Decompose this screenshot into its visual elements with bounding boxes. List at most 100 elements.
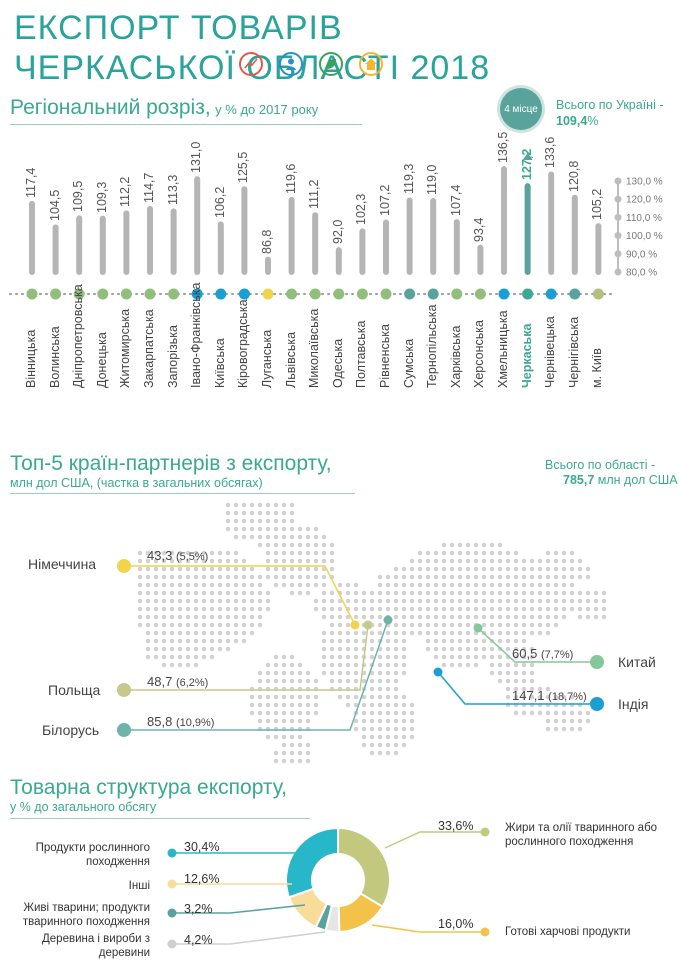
- value-india-amount: 147,1: [512, 688, 545, 703]
- region-label: Одеська: [330, 338, 345, 388]
- connector-line: [124, 624, 369, 691]
- connector-line: [124, 565, 356, 626]
- callout-dot: [480, 827, 490, 837]
- region-label: Чернігівська: [566, 316, 581, 388]
- region-label: Київська: [212, 338, 227, 388]
- value-india: 147,1 (18,7%): [512, 688, 587, 703]
- value-china-amount: 60,5: [512, 646, 538, 661]
- ukraine-label: Всього по Україні -: [556, 98, 664, 112]
- bar-value-label: 112,2: [118, 177, 133, 208]
- bar-value-label: 117,4: [24, 167, 38, 198]
- bar-value-label: 119,0: [425, 164, 440, 196]
- y-tick-dot: [614, 195, 622, 203]
- connector-line: [437, 671, 597, 705]
- regional-title: Регіональний розріз,: [10, 96, 211, 119]
- region-total: 785,7 млн дол США: [563, 473, 678, 487]
- ukraine-total: 109,4%: [556, 114, 598, 128]
- value-belarus-amount: 85,8: [147, 714, 173, 729]
- region-dot: [404, 288, 416, 300]
- bar-value-label: 111,2: [307, 179, 322, 210]
- region-dot: [191, 288, 203, 300]
- country-marker: [117, 723, 131, 737]
- region-label: Тернопільська: [425, 304, 440, 388]
- region-dot: [26, 288, 38, 300]
- regional-underline: [10, 124, 362, 125]
- country-location-dot: [363, 620, 373, 630]
- cat-value-animal: 3,2%: [184, 902, 213, 916]
- value-belarus-share: (10,9%): [175, 717, 215, 729]
- value-poland-amount: 48,7: [147, 674, 173, 689]
- region-label: Черкаська: [519, 323, 534, 388]
- cat-value-wood: 4,2%: [184, 933, 213, 947]
- connector-line: [124, 619, 389, 731]
- bar-value-label: 119,3: [401, 164, 416, 195]
- country-marker: [117, 559, 131, 573]
- ukraine-value: 109,4: [556, 114, 588, 128]
- chart-icon: [239, 52, 263, 76]
- region-label: Донецька: [94, 332, 109, 388]
- cat-label-food: Готові харчові продукти: [505, 926, 631, 938]
- value-poland: 48,7 (6,2%): [147, 674, 208, 689]
- bar-value-label: 114,7: [142, 172, 156, 203]
- region-dot: [569, 288, 581, 300]
- region-label: Полтавська: [354, 320, 369, 388]
- y-tick-label: 90,0 %: [626, 249, 657, 260]
- country-belarus: Білорусь: [42, 722, 100, 738]
- structure-subtitle: у % до загального обсягу: [10, 800, 157, 814]
- region-dot: [309, 288, 321, 300]
- callout-dot: [167, 848, 177, 858]
- region-label: Рівненська: [378, 324, 392, 388]
- callout-dot: [167, 879, 177, 889]
- y-tick-dot: [614, 268, 622, 276]
- cat-value-other: 12,6%: [184, 872, 220, 886]
- region-dot: [238, 288, 250, 300]
- region-label: Кіровоградська: [236, 299, 251, 388]
- y-tick-label: 130,0 %: [626, 177, 663, 188]
- cat-label-fats: Жири та олії тваринного або рослинного п…: [505, 822, 658, 848]
- y-tick-label: 100,0 %: [626, 231, 663, 242]
- region-label: Харківська: [448, 325, 463, 388]
- region-dot: [474, 288, 486, 300]
- region-label: Житомирська: [118, 308, 133, 388]
- bar-value-label: 104,5: [47, 190, 62, 222]
- donut-slice: [285, 826, 339, 899]
- house-icon: [359, 52, 383, 76]
- region-label: Дніпропетровська: [71, 284, 86, 388]
- region-dot: [215, 288, 227, 300]
- region-dot: [50, 288, 62, 300]
- y-tick-dot: [614, 232, 622, 240]
- value-china: 60,5 (7,7%): [512, 646, 573, 661]
- country-china: Китай: [618, 654, 656, 670]
- country-marker: [590, 655, 604, 669]
- region-dot: [522, 288, 534, 300]
- value-india-share: (18,7%): [548, 691, 587, 703]
- callout-dot: [167, 908, 177, 918]
- region-label: м. Київ: [590, 348, 605, 388]
- cat-value-fats: 33,6%: [438, 819, 474, 833]
- region-total-value: 785,7: [563, 473, 595, 487]
- world-map: [117, 502, 607, 764]
- bar-value-label: 109,5: [71, 181, 86, 213]
- structure-title: Товарна структура експорту,: [10, 776, 288, 799]
- bar-value-label: 109,3: [94, 181, 109, 213]
- cat-label-animal: Живі тварини; продукти тваринного походж…: [22, 902, 150, 928]
- region-dot: [120, 288, 132, 300]
- bar-value-label: 136,5: [496, 131, 510, 164]
- cat-value-plant: 30,4%: [184, 840, 220, 854]
- y-tick-dot: [614, 213, 622, 221]
- region-dot: [333, 288, 345, 300]
- region-dot: [356, 288, 368, 300]
- region-dot: [144, 288, 156, 300]
- region-total-label: Всього по області -: [545, 458, 656, 472]
- callout-line: [384, 831, 485, 849]
- region-total-unit: млн дол США: [597, 473, 678, 487]
- region-label: Луганська: [260, 329, 274, 388]
- bar-value-label: 107,4: [448, 184, 463, 217]
- bar-value-label: 93,4: [472, 217, 487, 242]
- value-germany-share: (5,5%): [175, 551, 209, 563]
- region-label: Івано-Франківська: [189, 282, 204, 388]
- cat-value-food: 16,0%: [438, 917, 474, 931]
- region-dot: [545, 288, 557, 300]
- bar-value-label: 107,2: [378, 185, 392, 217]
- country-marker: [590, 697, 604, 711]
